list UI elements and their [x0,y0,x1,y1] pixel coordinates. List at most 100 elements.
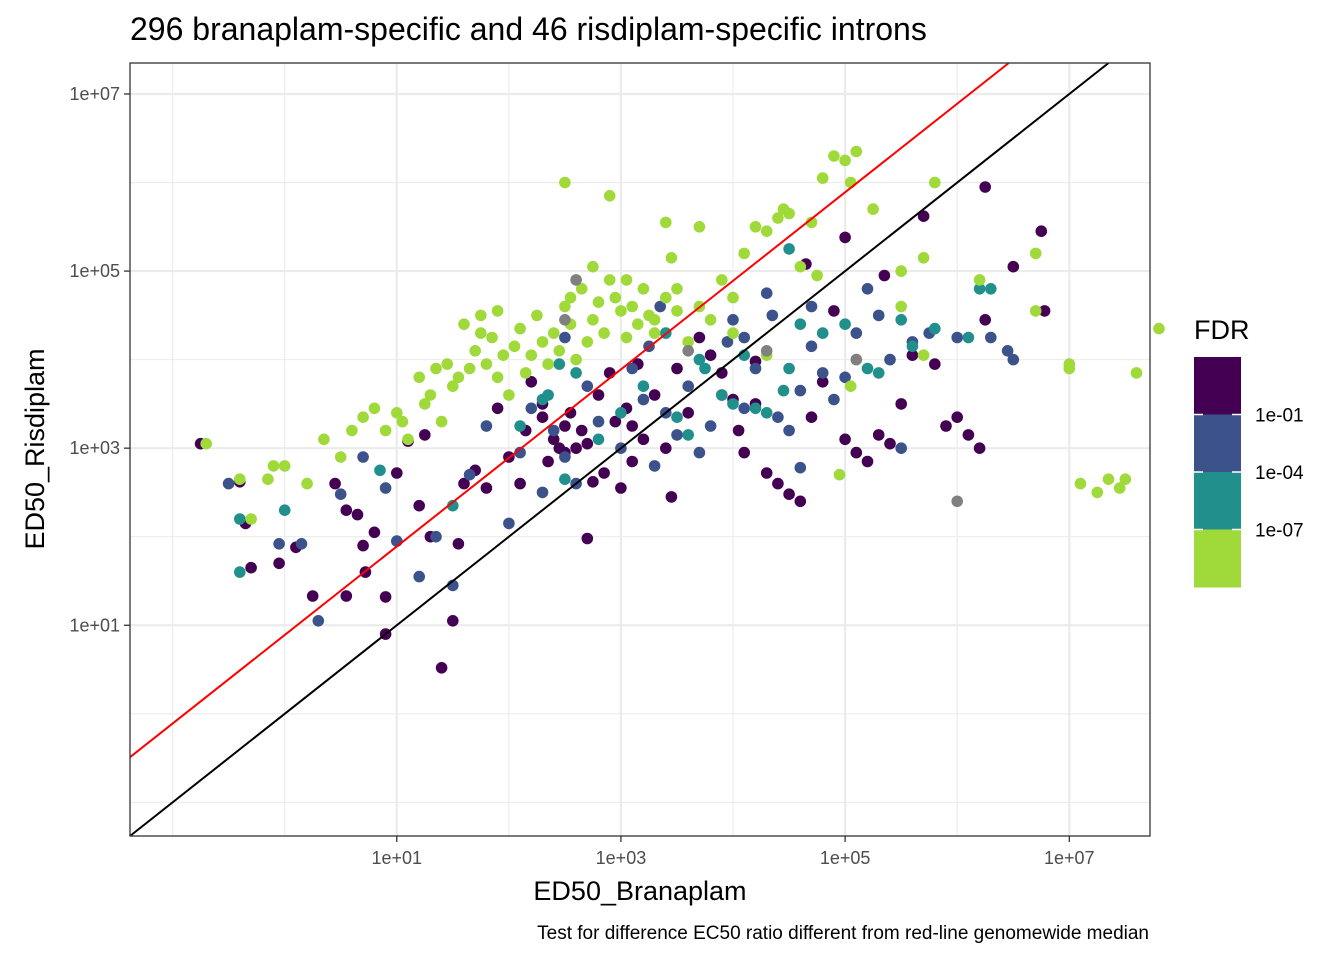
data-point [951,331,963,344]
data-point [951,411,963,424]
data-point [660,216,672,229]
data-point [1119,473,1132,486]
data-point [738,402,750,415]
data-point [542,358,554,370]
data-point [475,309,487,322]
data-point [497,349,510,362]
data-point [665,251,678,264]
data-point [1113,482,1126,494]
data-point [940,420,952,432]
data-point [575,283,588,295]
data-point [514,477,526,490]
data-point [262,473,274,486]
data-point [727,314,739,326]
data-point [654,300,666,313]
legend-labels: 1e-01 1e-04 1e-07 [1194,406,1304,542]
data-point [929,322,941,335]
data-point [760,225,773,237]
na-data-point [559,314,571,326]
data-point [895,442,907,455]
data-point [570,353,582,366]
data-point [525,349,538,362]
caption: Test for difference EC50 ratio different… [537,923,1149,944]
y-axis: 1e+01 1e+03 1e+05 1e+07 [69,84,130,635]
x-axis-title: ED50_Branaplam [533,876,746,906]
data-point [1029,305,1042,317]
data-point [671,411,683,424]
data-point [828,393,840,406]
data-point [867,203,879,215]
na-data-point [951,495,963,508]
data-point [222,477,235,490]
data-point [727,291,739,304]
data-point [816,172,829,184]
data-point [1063,358,1076,370]
data-point [850,145,863,158]
genomewide-median-line [129,62,1010,758]
data-point [749,362,762,375]
data-point [727,398,739,410]
data-point [777,203,790,215]
data-point [234,566,246,578]
data-point [895,398,907,410]
data-point [559,176,571,189]
legend-colorbar [1194,357,1241,588]
data-point [278,504,291,516]
data-point [772,411,784,424]
data-point [1038,305,1051,317]
data-point [570,367,582,379]
data-point [929,176,941,189]
data-point [1035,225,1048,237]
data-point [1001,345,1014,357]
data-point [749,221,762,233]
data-point [273,557,285,570]
data-point [716,274,728,286]
data-point [794,461,807,474]
data-point [626,420,638,432]
data-point [559,331,571,344]
data-point [603,190,616,202]
data-point [475,327,487,339]
data-point [340,504,353,516]
data-point [491,371,504,384]
data-point [351,508,364,521]
data-point [334,451,347,463]
data-point [738,446,750,459]
data-point [777,384,790,397]
data-point [760,467,773,479]
data-point [699,362,711,375]
data-point [816,367,829,379]
data-point [805,411,818,424]
plot-panel [129,62,1165,837]
data-point [637,433,650,446]
data-point [872,367,885,379]
data-point [895,300,907,313]
x-tick-label: 1e+07 [1044,848,1095,868]
data-point [794,384,807,397]
data-point [340,590,353,602]
data-point [598,467,610,479]
data-point [878,269,891,282]
data-point [391,467,403,479]
data-point [895,314,907,326]
data-point [872,309,885,322]
data-point [772,477,784,490]
data-point [413,570,426,583]
data-point [312,615,325,627]
x-tick-label: 1e+03 [596,848,647,868]
data-point [861,362,874,375]
identity-line [129,62,1110,837]
data-point [884,353,896,366]
legend-color-bin [1194,357,1241,415]
data-point [514,420,526,432]
x-tick-label: 1e+05 [820,848,871,868]
data-point [587,314,599,326]
data-point [794,495,807,508]
data-point [648,460,661,472]
na-data-point [570,274,582,286]
data-point [861,455,874,468]
data-point [598,327,610,339]
x-axis: 1e+01 1e+03 1e+05 1e+07 [371,836,1095,868]
data-point [626,300,638,313]
data-point [514,322,526,335]
